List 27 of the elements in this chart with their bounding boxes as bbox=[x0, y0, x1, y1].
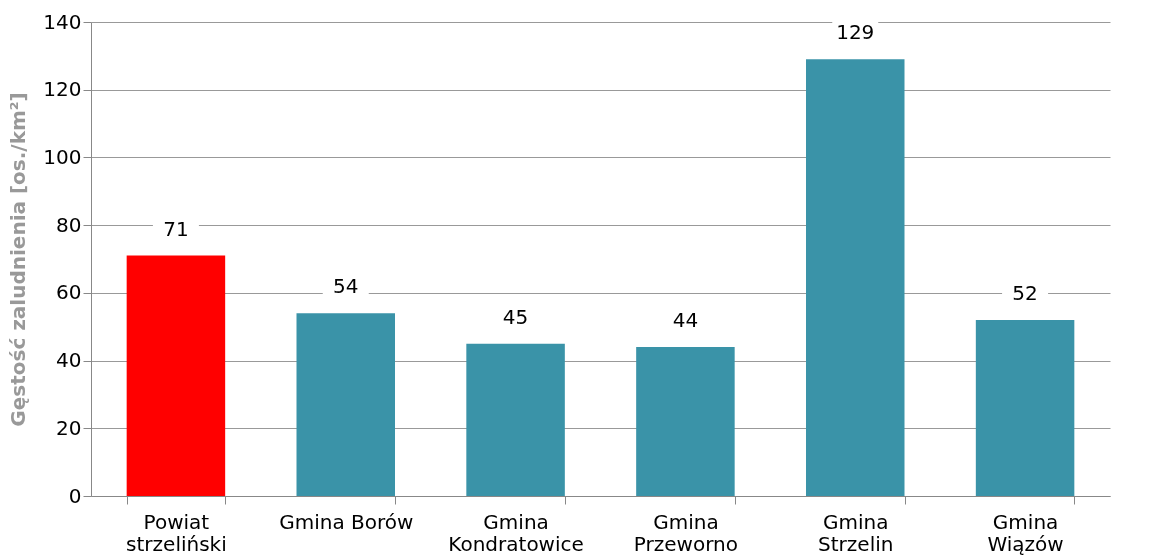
y-tick-label: 80 bbox=[56, 212, 82, 237]
y-tick-label: 100 bbox=[43, 144, 82, 169]
x-tick-label: Gmina Strzelin bbox=[818, 509, 894, 556]
bar bbox=[806, 59, 905, 496]
data-label: 71 bbox=[163, 216, 189, 241]
data-label: 54 bbox=[333, 274, 359, 299]
x-tick-label: Gmina Wiązów bbox=[987, 509, 1064, 556]
data-label: 52 bbox=[1012, 280, 1038, 305]
y-tick-label: 120 bbox=[43, 77, 82, 102]
bar bbox=[296, 313, 395, 496]
y-tick-label: 0 bbox=[68, 483, 82, 508]
bar bbox=[126, 255, 226, 496]
x-tick-label: Gmina Przeworno bbox=[633, 509, 738, 556]
x-tick-label: Gmina Borów bbox=[279, 509, 414, 534]
y-tick-label: 60 bbox=[56, 280, 82, 305]
y-tick-label: 40 bbox=[56, 348, 82, 373]
y-axis-title: Gęstość zaludnienia [os./km²] bbox=[6, 92, 31, 427]
bar bbox=[975, 319, 1075, 496]
x-tick-label: Powiat strzeliński bbox=[126, 509, 227, 556]
bar bbox=[636, 347, 735, 496]
data-label: 45 bbox=[502, 304, 529, 329]
y-tick-label: 20 bbox=[56, 415, 82, 440]
y-tick-label: 140 bbox=[43, 9, 82, 34]
data-label: 129 bbox=[836, 20, 875, 45]
x-tick-label: Gmina Kondratowice bbox=[448, 509, 584, 556]
bar bbox=[466, 343, 565, 496]
data-label: 44 bbox=[672, 308, 699, 333]
